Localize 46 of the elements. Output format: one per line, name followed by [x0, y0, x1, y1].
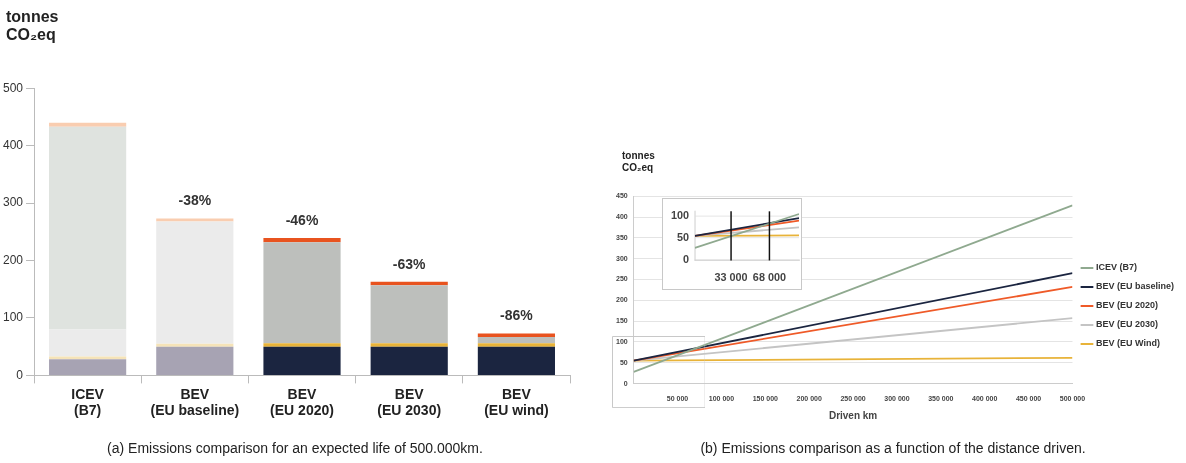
bar: [156, 346, 234, 375]
x-tick-label: ICEV (B7): [71, 385, 105, 419]
bar: [477, 343, 555, 347]
bar: [263, 238, 341, 243]
legend-label: BEV (EU 2030): [1095, 319, 1159, 330]
legend-label: BEV (EU Wind): [1095, 338, 1160, 349]
bar: [477, 333, 555, 337]
y-axis-title: tonnes CO₂eq: [6, 8, 60, 45]
text: (a) Emissions comparison for an expected life of 500.000km.: [106, 440, 484, 456]
x-tick-label: 68 000: [752, 270, 787, 283]
x-axis-title: Driven km: [828, 409, 878, 421]
bar: [49, 122, 127, 127]
bar: [370, 285, 448, 344]
bar: [49, 359, 127, 375]
annotation: -46%: [285, 211, 319, 228]
y-tick-label: 50: [676, 231, 689, 244]
y-tick-label: 100: [2, 310, 24, 325]
annotation: -63%: [392, 255, 427, 272]
y-tick-label: 0: [682, 253, 689, 266]
bar: [263, 346, 341, 375]
y-tick-label: 200: [2, 252, 24, 267]
x-tick-label: 33 000: [714, 270, 748, 283]
y-tick-label: 500: [2, 80, 24, 95]
bar: [49, 356, 127, 360]
x-tick-label: BEV (EU 2020): [270, 385, 334, 419]
annotation: -38%: [178, 192, 212, 209]
bar: [263, 242, 341, 344]
y-tick-label: 100: [670, 208, 689, 221]
y-tick-label: 300: [2, 195, 24, 210]
legend-label: BEV (EU baseline): [1095, 281, 1175, 292]
y-tick-label: 0: [16, 367, 24, 382]
y-tick-label: 400: [2, 137, 24, 152]
bar: [370, 343, 448, 347]
x-tick-label: BEV (EU baseline): [150, 385, 240, 419]
annotation: -86%: [500, 307, 534, 324]
text: (b) Emissions comparison as a function of the distance driven.: [699, 440, 1087, 456]
bar: [477, 336, 555, 344]
bar: [477, 346, 555, 375]
legend-label: BEV (EU 2020): [1095, 300, 1159, 311]
x-tick-label: BEV (EU wind): [484, 385, 549, 419]
y-axis-title: tonnes CO₂eq: [622, 150, 656, 173]
legend-label: ICEV (B7): [1095, 262, 1137, 273]
bar: [370, 346, 448, 375]
bar: [156, 343, 234, 347]
bar: [263, 343, 341, 347]
x-tick-label: BEV (EU 2030): [377, 385, 442, 419]
